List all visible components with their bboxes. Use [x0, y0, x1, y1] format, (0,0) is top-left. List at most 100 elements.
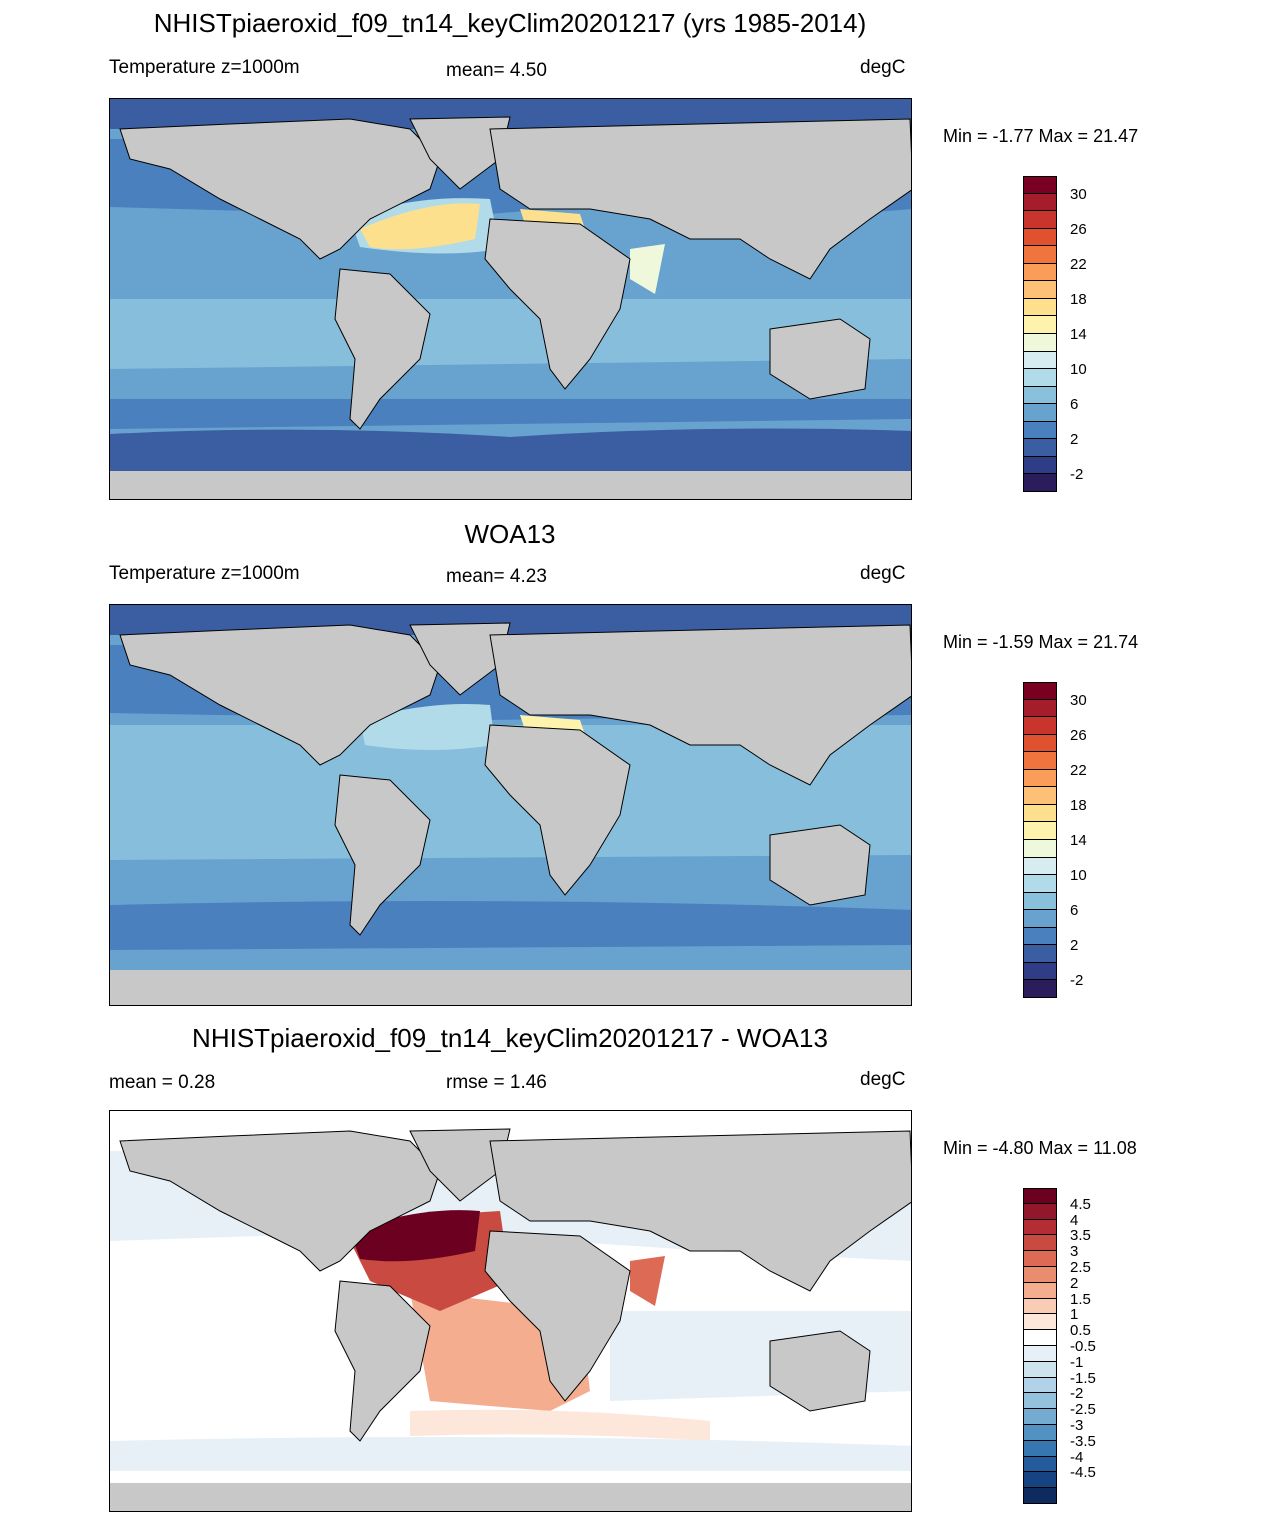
colorbar-box — [1023, 875, 1057, 893]
colorbar-box — [1023, 892, 1057, 911]
colorbar-box — [1023, 281, 1057, 299]
panel2-africa — [484, 724, 631, 896]
panel1-atlantic-hot — [360, 203, 480, 250]
colorbar-box — [1023, 1282, 1057, 1299]
colorbar-label: -1.5 — [1070, 1369, 1096, 1387]
panel3-arabian-sea-warm — [630, 1256, 665, 1306]
colorbar-box — [1023, 1440, 1057, 1457]
colorbar-label: -1 — [1070, 1353, 1084, 1371]
panel1-greenland — [409, 116, 511, 190]
colorbar-box — [1023, 228, 1057, 247]
colorbar-box — [1023, 193, 1057, 212]
colorbar-label: 18 — [1070, 796, 1087, 814]
panel2-antarctica — [110, 970, 911, 1005]
colorbar-box — [1023, 840, 1057, 858]
colorbar-label: 22 — [1070, 761, 1087, 779]
colorbar-box — [1023, 1361, 1057, 1378]
panel3-north-america — [119, 1130, 441, 1272]
colorbar-box — [1023, 1314, 1057, 1331]
panel3-rmse-label: rmse = 1.46 — [446, 1072, 547, 1093]
colorbar-box — [1023, 439, 1057, 457]
colorbar-box — [1023, 787, 1057, 805]
colorbar-box — [1023, 1488, 1057, 1504]
colorbar-box — [1023, 474, 1057, 492]
colorbar-label: 4.5 — [1070, 1195, 1091, 1213]
panel2-left-label: Temperature z=1000m — [109, 563, 300, 584]
colorbar-label: -2 — [1070, 466, 1084, 484]
colorbar-box — [1023, 386, 1057, 405]
panel3-antarctica — [110, 1483, 911, 1511]
colorbar-box — [1023, 211, 1057, 229]
colorbar-box — [1023, 822, 1057, 840]
colorbar-box — [1023, 351, 1057, 370]
colorbar-box — [1023, 682, 1057, 700]
colorbar-label: 2 — [1070, 1274, 1079, 1292]
panel3-south-america — [334, 1280, 431, 1442]
panel1-units: degC — [860, 57, 906, 78]
panel2-colorbar: 30 26 22 18 14 10 6 2 -2 — [1023, 682, 1087, 998]
colorbar-box — [1023, 1235, 1057, 1252]
colorbar-box — [1023, 1393, 1057, 1410]
colorbar-label: 22 — [1070, 255, 1087, 273]
colorbar-label: 3 — [1070, 1243, 1079, 1261]
panel3-eurasia — [489, 1130, 911, 1292]
colorbar-box — [1023, 804, 1057, 823]
colorbar-box — [1023, 752, 1057, 770]
colorbar-label: 14 — [1070, 326, 1087, 343]
panel1-left-label: Temperature z=1000m — [109, 57, 300, 78]
panel2-atlantic-warm — [360, 704, 495, 750]
panel1-antarctica — [110, 471, 911, 499]
colorbar-label: -4.5 — [1070, 1464, 1096, 1482]
colorbar-label: 6 — [1070, 902, 1079, 920]
panel2-title: WOA13 — [464, 519, 556, 549]
panel1-australia — [769, 318, 871, 400]
panel3-greenland — [409, 1128, 511, 1202]
panel2-map — [109, 604, 912, 1006]
colorbar-box — [1023, 176, 1057, 194]
panel2-australia — [769, 824, 871, 906]
panel3-units: degC — [860, 1069, 906, 1090]
panel2-north-america — [119, 624, 441, 766]
colorbar-box — [1023, 369, 1057, 387]
colorbar-label: 2 — [1070, 431, 1079, 449]
panel1-southern-ocean — [110, 428, 911, 471]
panel2-units: degC — [860, 563, 906, 584]
panel3-africa — [484, 1230, 631, 1402]
panel3-southern-cool-band — [110, 1437, 911, 1471]
colorbar-box — [1023, 1425, 1057, 1441]
panel2-south-band — [110, 901, 911, 950]
colorbar-box — [1023, 1409, 1057, 1425]
colorbar-label: -3 — [1070, 1417, 1084, 1434]
panel1-colorbar: 30 26 22 18 14 10 6 2 -2 — [1023, 176, 1087, 492]
colorbar-box — [1023, 404, 1057, 422]
colorbar-box — [1023, 1346, 1057, 1362]
colorbar-label: 26 — [1070, 726, 1087, 744]
colorbar-box — [1023, 1330, 1057, 1346]
panel1-arabian-sea — [630, 244, 665, 294]
colorbar-box — [1023, 263, 1057, 282]
colorbar-box — [1023, 1203, 1057, 1220]
panel3-southern-warm-band — [410, 1409, 710, 1441]
colorbar-box — [1023, 1377, 1057, 1394]
panel2-greenland — [409, 622, 511, 696]
panel1-africa — [484, 218, 631, 390]
colorbar-box — [1023, 910, 1057, 928]
panel2-map-svg — [110, 605, 911, 1005]
panel2-south-america — [334, 774, 431, 936]
colorbar-label: 4 — [1070, 1211, 1079, 1229]
panel2-minmax: Min = -1.59 Max = 21.74 — [943, 632, 1139, 652]
panel3-map-svg — [110, 1111, 911, 1511]
colorbar-box — [1023, 769, 1057, 788]
colorbar-label: 18 — [1070, 290, 1087, 308]
colorbar-label: -2.5 — [1070, 1401, 1096, 1419]
panel1-mean-label: mean= 4.50 — [446, 60, 547, 81]
colorbar-label: 10 — [1070, 361, 1087, 379]
panel1-eurasia — [489, 118, 911, 280]
colorbar-label: -2 — [1070, 1385, 1084, 1403]
colorbar-box — [1023, 298, 1057, 317]
panel1-minmax: Min = -1.77 Max = 21.47 — [943, 126, 1139, 146]
panel1-north-america — [119, 118, 441, 260]
colorbar-box — [1023, 962, 1057, 981]
panel1-tropical-band — [110, 299, 911, 369]
colorbar-label: 1.5 — [1070, 1290, 1091, 1308]
